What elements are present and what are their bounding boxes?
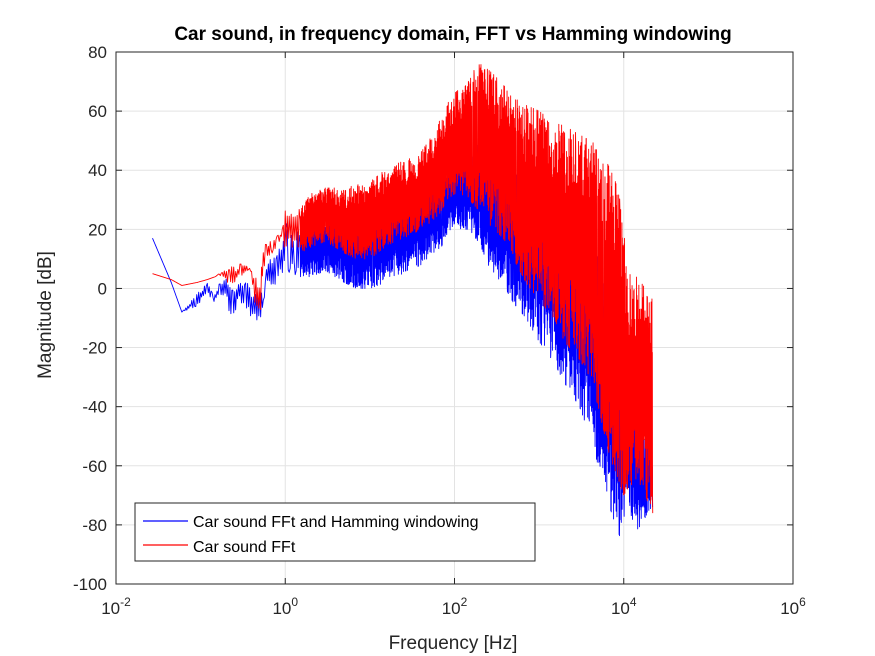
y-axis-label: Magnitude [dB]: [35, 251, 56, 379]
legend-label-fft: Car sound FFt: [193, 539, 296, 556]
y-tick-label: -20: [82, 339, 107, 358]
x-tick-label: 102: [442, 595, 468, 618]
y-tick-labels: -100 -80 -60 -40 -20 0 20 40 60 80: [73, 43, 107, 594]
y-tick-label: -100: [73, 575, 107, 594]
y-tick-label: -80: [82, 516, 107, 535]
y-tick-label: 60: [88, 102, 107, 121]
y-tick-label: 0: [98, 279, 107, 298]
y-tick-label: -60: [82, 457, 107, 476]
x-tick-label: 100: [272, 595, 298, 618]
legend: Car sound FFt and Hamming windowing Car …: [134, 502, 536, 562]
x-tick-label: 106: [780, 595, 806, 618]
y-tick-label: 80: [88, 43, 107, 62]
series-layer: [152, 64, 654, 537]
y-tick-label: 40: [88, 161, 107, 180]
chart-title: Car sound, in frequency domain, FFT vs H…: [174, 24, 731, 45]
x-tick-label: 104: [611, 595, 637, 618]
legend-box: [134, 502, 536, 562]
y-tick-label: -40: [82, 398, 107, 417]
x-tick-label: 10-2: [101, 595, 131, 618]
x-tick-labels: 10-2 100 102 104 106: [101, 595, 806, 618]
tick-marks: [115, 51, 794, 585]
x-axis-label: Frequency [Hz]: [389, 633, 518, 654]
y-tick-label: 20: [88, 220, 107, 239]
legend-label-hamming: Car sound FFt and Hamming windowing: [193, 514, 478, 531]
series-line-fft: [152, 64, 654, 514]
